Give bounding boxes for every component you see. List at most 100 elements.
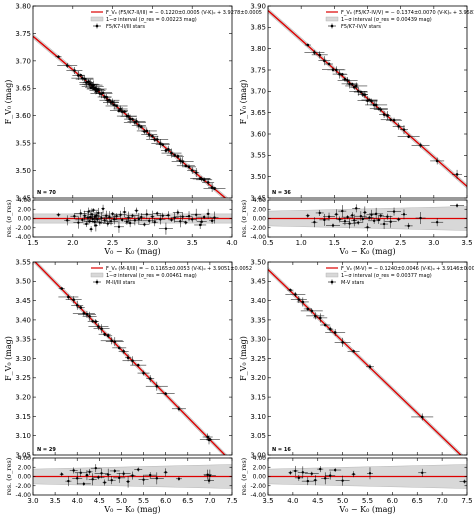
y-tick-label: 3.30 [250, 336, 266, 344]
residual-point [191, 208, 202, 221]
y-tick-label: 3.75 [250, 66, 266, 74]
data-point [141, 130, 158, 140]
data-point [171, 406, 186, 412]
main-plot-area [268, 266, 464, 455]
residual-point [65, 476, 72, 487]
legend-band-swatch [325, 16, 339, 22]
legend-star-label: F5/K7-II/III stars [106, 24, 145, 30]
residual-tick-label: 2.00 [18, 464, 32, 471]
data-point [112, 346, 127, 350]
data-point [105, 337, 124, 347]
legend-band-label: 1−σ interval (σ_res = 0.00223 mag) [106, 17, 197, 23]
data-point [98, 332, 111, 336]
data-point [325, 62, 334, 66]
y-tick-label: 3.40 [250, 297, 266, 305]
y-tick-label: 3.80 [250, 45, 266, 53]
residual-point [450, 203, 465, 208]
data-point [327, 66, 346, 74]
residual-point [183, 220, 188, 225]
residual-point [83, 221, 90, 228]
data-point [161, 148, 182, 158]
x-tick-label: 2.5 [395, 239, 406, 247]
residual-point [138, 474, 149, 485]
residual-point [459, 479, 467, 484]
y-tick-label: 3.50 [15, 278, 31, 286]
legend-star-label: M-II/III stars [106, 280, 135, 286]
data-point [353, 90, 368, 94]
residual-point [74, 468, 87, 477]
sample-size-label: N = 70 [37, 190, 56, 196]
y-axis-label: F_V₀ (mag) [4, 80, 13, 125]
y-tick-label: 3.60 [15, 112, 31, 120]
data-point [146, 134, 159, 138]
data-point [325, 328, 346, 336]
y-tick-label: 3.50 [250, 258, 266, 266]
residual-point [90, 464, 101, 473]
y-tick-label: 3.65 [250, 109, 266, 117]
residual-point [116, 470, 131, 477]
residual-point [364, 223, 371, 232]
residual-point [329, 468, 342, 473]
data-point [306, 312, 325, 320]
residual-point [387, 207, 402, 216]
data-point [113, 105, 128, 113]
data-point [137, 370, 150, 376]
y-tick-label: 3.20 [15, 394, 31, 402]
legend-fit-label: F_V₀ (F5/K7-II/III) = − 0.1220±0.0005 (V… [106, 10, 262, 16]
y-tick-label: 3.90 [250, 2, 266, 10]
x-tick-label: 3.0 [147, 239, 158, 247]
y-axis-label: F_V₀ (mag) [239, 80, 248, 125]
x-tick-label: 3.5 [187, 239, 198, 247]
residual-point [166, 211, 171, 220]
residual-plot-area [33, 204, 232, 235]
data-point [160, 148, 171, 154]
x-tick-label: 4.5 [312, 497, 323, 505]
data-point [380, 118, 401, 122]
data-point [320, 323, 331, 327]
chart-panel-1: 3.45 3.50 3.55 3.60 3.65 3.70 3.75 3.80 N = 70 F_… [4, 2, 262, 256]
residual-axis-label: res. (σ_res) [240, 199, 248, 237]
residual-point [82, 210, 87, 221]
residual-point [206, 208, 211, 219]
residual-point [142, 217, 157, 224]
y-tick-label: 3.45 [250, 278, 266, 286]
data-point [136, 127, 157, 135]
data-point [99, 98, 120, 102]
data-point [386, 117, 403, 123]
data-point [365, 100, 388, 110]
x-tick-label: 1.5 [27, 239, 38, 247]
data-point [347, 349, 360, 353]
data-point [123, 119, 146, 125]
residual-point [156, 212, 169, 219]
legend-band-swatch [90, 272, 104, 278]
data-point [285, 291, 306, 297]
residual-point [88, 216, 101, 227]
legend-fit-label: F_V₀ (M-II/III) = − 0.1165±0.0053 (V-K)₀… [106, 266, 252, 272]
residual-point [355, 215, 370, 222]
residual-point [172, 209, 183, 216]
data-point [121, 110, 128, 114]
y-tick-label: 3.05 [250, 432, 266, 440]
residual-point [323, 212, 336, 221]
y-tick-label: 3.10 [250, 413, 266, 421]
x-tick-label: 5.5 [138, 497, 149, 505]
data-point [106, 98, 119, 106]
x-tick-label: 5.0 [116, 497, 127, 505]
y-tick-label: 3.55 [15, 140, 31, 148]
residual-tick-label: -2.00 [15, 225, 31, 232]
residual-point [73, 216, 84, 229]
data-point [392, 122, 405, 130]
residual-point [350, 212, 355, 219]
data-point [88, 323, 109, 331]
residual-tick-label: -2.00 [250, 483, 266, 490]
data-point [92, 87, 105, 93]
y-tick-label: 3.55 [250, 152, 266, 160]
residual-point [304, 471, 319, 476]
data-point [128, 117, 137, 121]
residual-point [101, 218, 108, 223]
residual-point [339, 217, 350, 226]
residual-point [380, 219, 389, 230]
x-tick-label: 6.0 [160, 497, 171, 505]
data-point [350, 84, 359, 90]
residual-tick-label: 4.00 [18, 455, 32, 462]
